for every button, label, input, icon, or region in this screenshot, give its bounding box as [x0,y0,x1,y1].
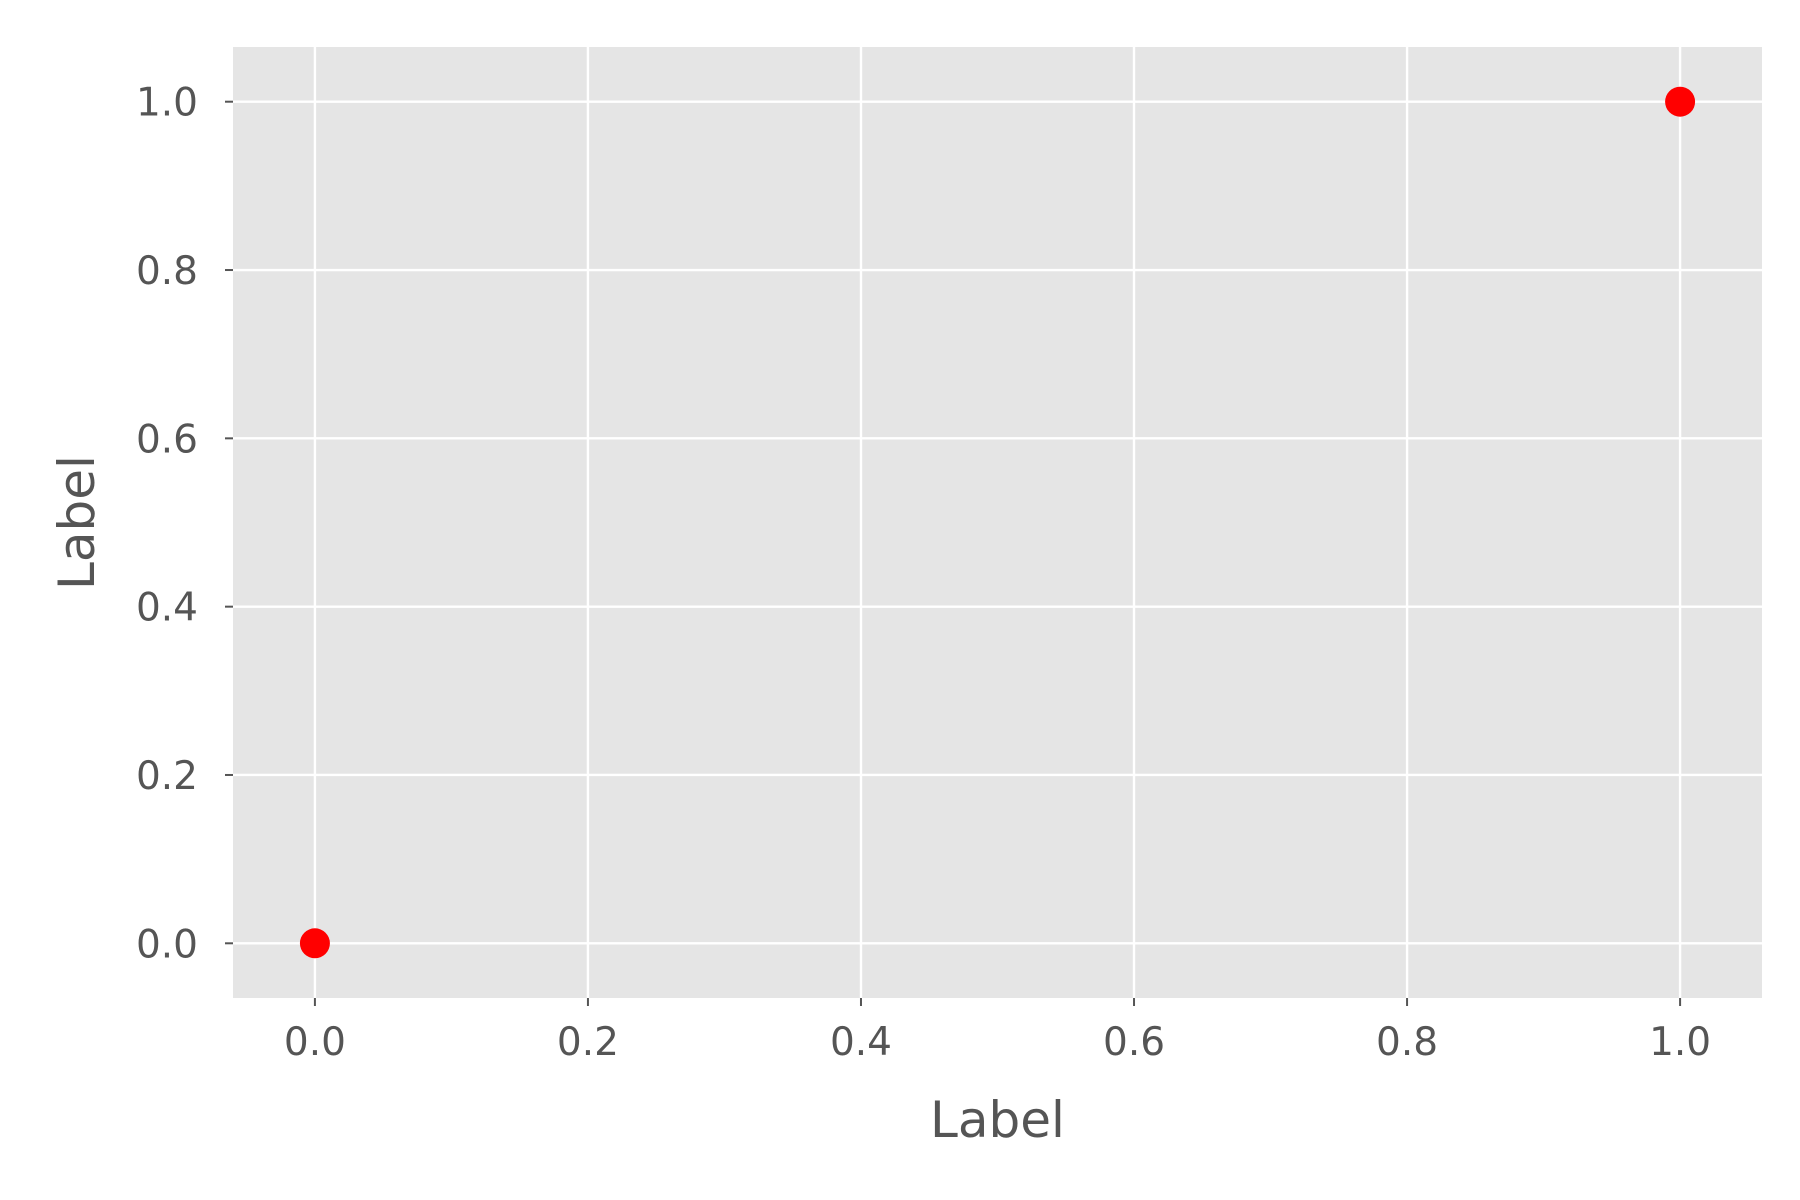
y-tick-label: 0.6 [136,417,198,462]
x-tick-label: 0.8 [1376,1020,1438,1065]
data-point [299,928,330,959]
y-tick-label: 1.0 [136,81,198,126]
x-tick-label: 0.4 [830,1020,892,1065]
y-tick-label: 0.2 [136,754,198,799]
tick-labels: 0.0 0.2 0.4 0.6 0.8 1.0 0.0 0.2 0.4 0.6 0.8 1.0 [136,81,1711,1065]
y-tick-label: 0.8 [136,249,198,294]
y-tick-label: 0.4 [136,586,198,631]
data-point [1665,86,1696,117]
x-tick-label: 1.0 [1649,1020,1711,1065]
y-axis-label: Label [48,455,106,590]
data-points [299,86,1696,959]
y-tick-label: 0.0 [136,922,198,967]
x-axis-label: Label [930,1091,1065,1149]
x-tick-label: 0.6 [1103,1020,1165,1065]
x-tick-label: 0.0 [284,1020,346,1065]
grid-lines [233,47,1762,998]
x-tick-label: 0.2 [557,1020,619,1065]
plot-area [233,47,1762,998]
